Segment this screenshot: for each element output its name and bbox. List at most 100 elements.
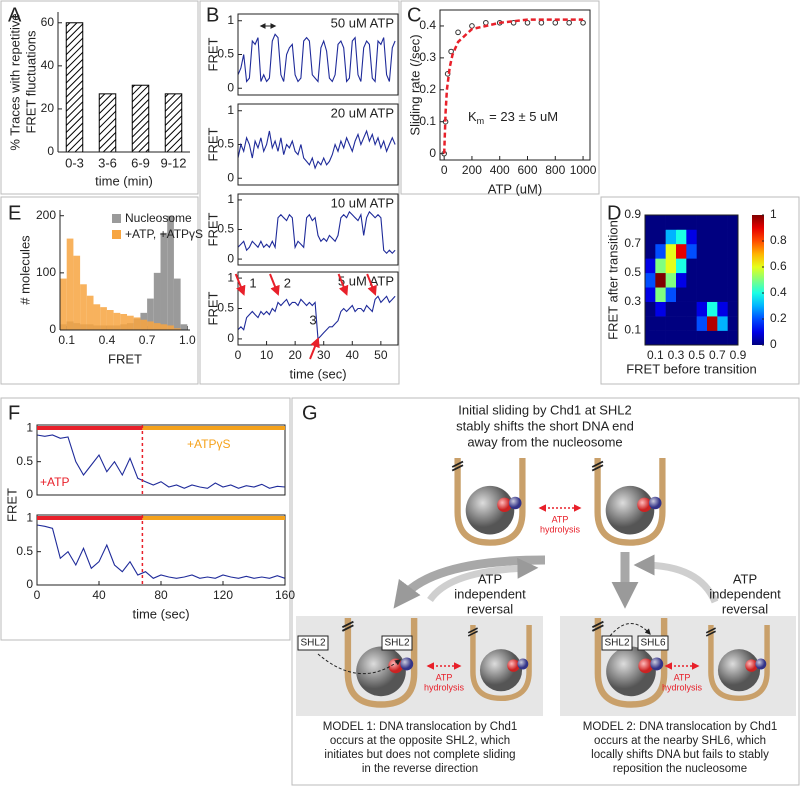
heat-cell [676, 330, 687, 346]
plot-frame [644, 214, 739, 346]
km-part: K [468, 109, 477, 124]
plot-frame [237, 13, 399, 96]
colorbar-tick-label: 1 [770, 207, 777, 221]
x-tick-label: 0.4 [99, 333, 116, 347]
x-axis-label: time (sec) [289, 366, 346, 381]
shl-tag: SHL6 [640, 638, 665, 649]
hydrolysis-label: hydrolysis [540, 524, 581, 534]
heat-cell [717, 229, 728, 245]
heat-cell [717, 258, 728, 274]
x-tick-label: 1.0 [179, 333, 196, 347]
x-tick-label: 9-12 [160, 155, 186, 170]
colorbar-tick-label: 0.8 [770, 233, 787, 247]
x-tick-label: 0.9 [730, 348, 747, 362]
heat-cell [717, 272, 728, 288]
x-tick-label: 800 [545, 163, 565, 177]
y-tick-label: 0.5 [16, 454, 33, 468]
plot-frame [237, 103, 399, 186]
heat-cell [717, 215, 728, 230]
condition-label: 5 uM ATP [338, 273, 394, 288]
heat-cell [707, 215, 718, 230]
heat-cell [665, 243, 677, 259]
data-point [448, 48, 454, 55]
heat-cell [686, 330, 697, 346]
reversal-label: reversal [722, 601, 768, 616]
y-axis-label: FRET [4, 488, 19, 522]
y-axis-label: FRET [205, 212, 220, 246]
heat-cell [645, 287, 656, 302]
heat-cell [645, 258, 656, 274]
event-arrow [337, 273, 349, 296]
event-arrow [366, 273, 377, 296]
translocation-arrow [317, 653, 401, 674]
diagram-title: Initial sliding by Chd1 at SHL2 [458, 402, 631, 417]
data-point [510, 19, 517, 26]
plot-frame [439, 9, 591, 161]
heat-cell [676, 316, 687, 331]
treatment-label: +ATPγS [187, 437, 230, 451]
data-point [580, 19, 586, 26]
legend-swatch [112, 214, 121, 223]
y-tick-label: 0 [227, 170, 234, 184]
heat-cell [645, 243, 656, 259]
heat-cell [696, 215, 708, 230]
y-axis-label: FRET [205, 127, 220, 161]
x-tick-label: 0 [34, 588, 41, 602]
x-tick-label: 3-6 [98, 155, 117, 170]
reversal-label: ATP [733, 571, 757, 586]
x-tick-label: 600 [517, 163, 537, 177]
x-tick-label: 0.7 [139, 333, 156, 347]
reversal-arrow [633, 554, 719, 604]
y-tick-label: 40 [41, 58, 55, 72]
x-tick-label: 6-9 [131, 155, 150, 170]
bar [164, 93, 183, 153]
chart-panel: time (sec) 0 0.5 1 0 40 80 120 160 [16, 511, 295, 622]
heat-cell [645, 215, 656, 230]
x-tick-label: 200 [462, 163, 482, 177]
heat-cell [707, 229, 718, 245]
data-point [538, 19, 545, 26]
heat-cell [665, 316, 677, 331]
heat-cell [655, 301, 666, 317]
hist-bar [120, 314, 128, 330]
heat-cell [717, 301, 728, 317]
heat-cell [727, 215, 739, 230]
heat-cell [717, 287, 728, 302]
treatment-bar [37, 426, 143, 430]
plot-frame [36, 424, 286, 496]
nucleosome [452, 458, 522, 543]
trace [36, 434, 286, 489]
heat-cell [686, 229, 697, 245]
hist-bar [113, 312, 121, 330]
km-part: m [477, 116, 485, 126]
y-tick-label: 1 [26, 511, 33, 525]
heat-cell [655, 272, 666, 288]
heat-cell [727, 272, 739, 288]
model-caption: MODEL 1: DNA translocation by Chd1 [323, 721, 518, 733]
treatment-bar [142, 516, 285, 520]
hist-bar [160, 324, 168, 330]
chart-panel: B FRET 0 0.5 1 50 uM ATP [205, 4, 399, 96]
heat-cell [727, 330, 739, 346]
heat-cell [655, 287, 666, 302]
y-tick-label: 1 [26, 421, 33, 435]
y-axis-label: % Traces with repetitive [7, 13, 22, 150]
y-tick-label: 0.1 [624, 323, 641, 337]
hist-bar [127, 315, 134, 330]
tag-box [601, 635, 633, 651]
diagram-title: away from the nucleosome [467, 434, 622, 449]
panel-letter: B [206, 4, 219, 26]
reversal-label: ATP [478, 571, 502, 586]
data-point [552, 19, 559, 26]
x-axis-label: ATP (uM) [488, 181, 542, 196]
chart-panel: A% Traces with repetitive FRET fluctuatio… [7, 4, 190, 188]
heat-cell [727, 243, 739, 259]
panel-letter: D [607, 202, 621, 224]
y-axis-label: Sliding rate (/sec) [407, 34, 422, 135]
x-tick-label: 0.1 [647, 348, 664, 362]
y-tick-label: 200 [36, 208, 56, 222]
tag-box [381, 635, 413, 651]
heat-cell [676, 258, 687, 274]
heat-cell [655, 316, 666, 331]
